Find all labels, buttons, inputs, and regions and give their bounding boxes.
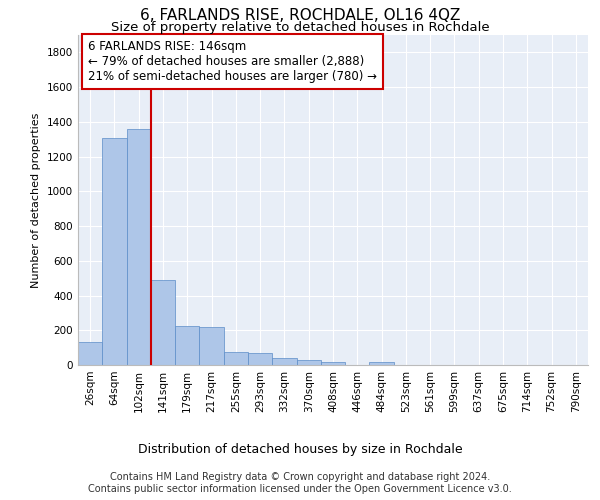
Bar bbox=[78, 342, 102, 365]
Bar bbox=[151, 280, 175, 365]
Bar bbox=[175, 326, 199, 365]
Text: 6, FARLANDS RISE, ROCHDALE, OL16 4QZ: 6, FARLANDS RISE, ROCHDALE, OL16 4QZ bbox=[140, 8, 460, 22]
Text: 6 FARLANDS RISE: 146sqm
← 79% of detached houses are smaller (2,888)
21% of semi: 6 FARLANDS RISE: 146sqm ← 79% of detache… bbox=[88, 40, 377, 83]
Bar bbox=[321, 362, 345, 365]
Bar bbox=[296, 360, 321, 365]
Bar bbox=[272, 358, 296, 365]
Text: Contains HM Land Registry data © Crown copyright and database right 2024.: Contains HM Land Registry data © Crown c… bbox=[110, 472, 490, 482]
Bar bbox=[370, 362, 394, 365]
Bar bbox=[199, 327, 224, 365]
Y-axis label: Number of detached properties: Number of detached properties bbox=[31, 112, 41, 288]
Text: Size of property relative to detached houses in Rochdale: Size of property relative to detached ho… bbox=[110, 22, 490, 35]
Bar bbox=[248, 353, 272, 365]
Bar bbox=[127, 129, 151, 365]
Text: Contains public sector information licensed under the Open Government Licence v3: Contains public sector information licen… bbox=[88, 484, 512, 494]
Text: Distribution of detached houses by size in Rochdale: Distribution of detached houses by size … bbox=[137, 442, 463, 456]
Bar bbox=[102, 138, 127, 365]
Bar bbox=[224, 352, 248, 365]
